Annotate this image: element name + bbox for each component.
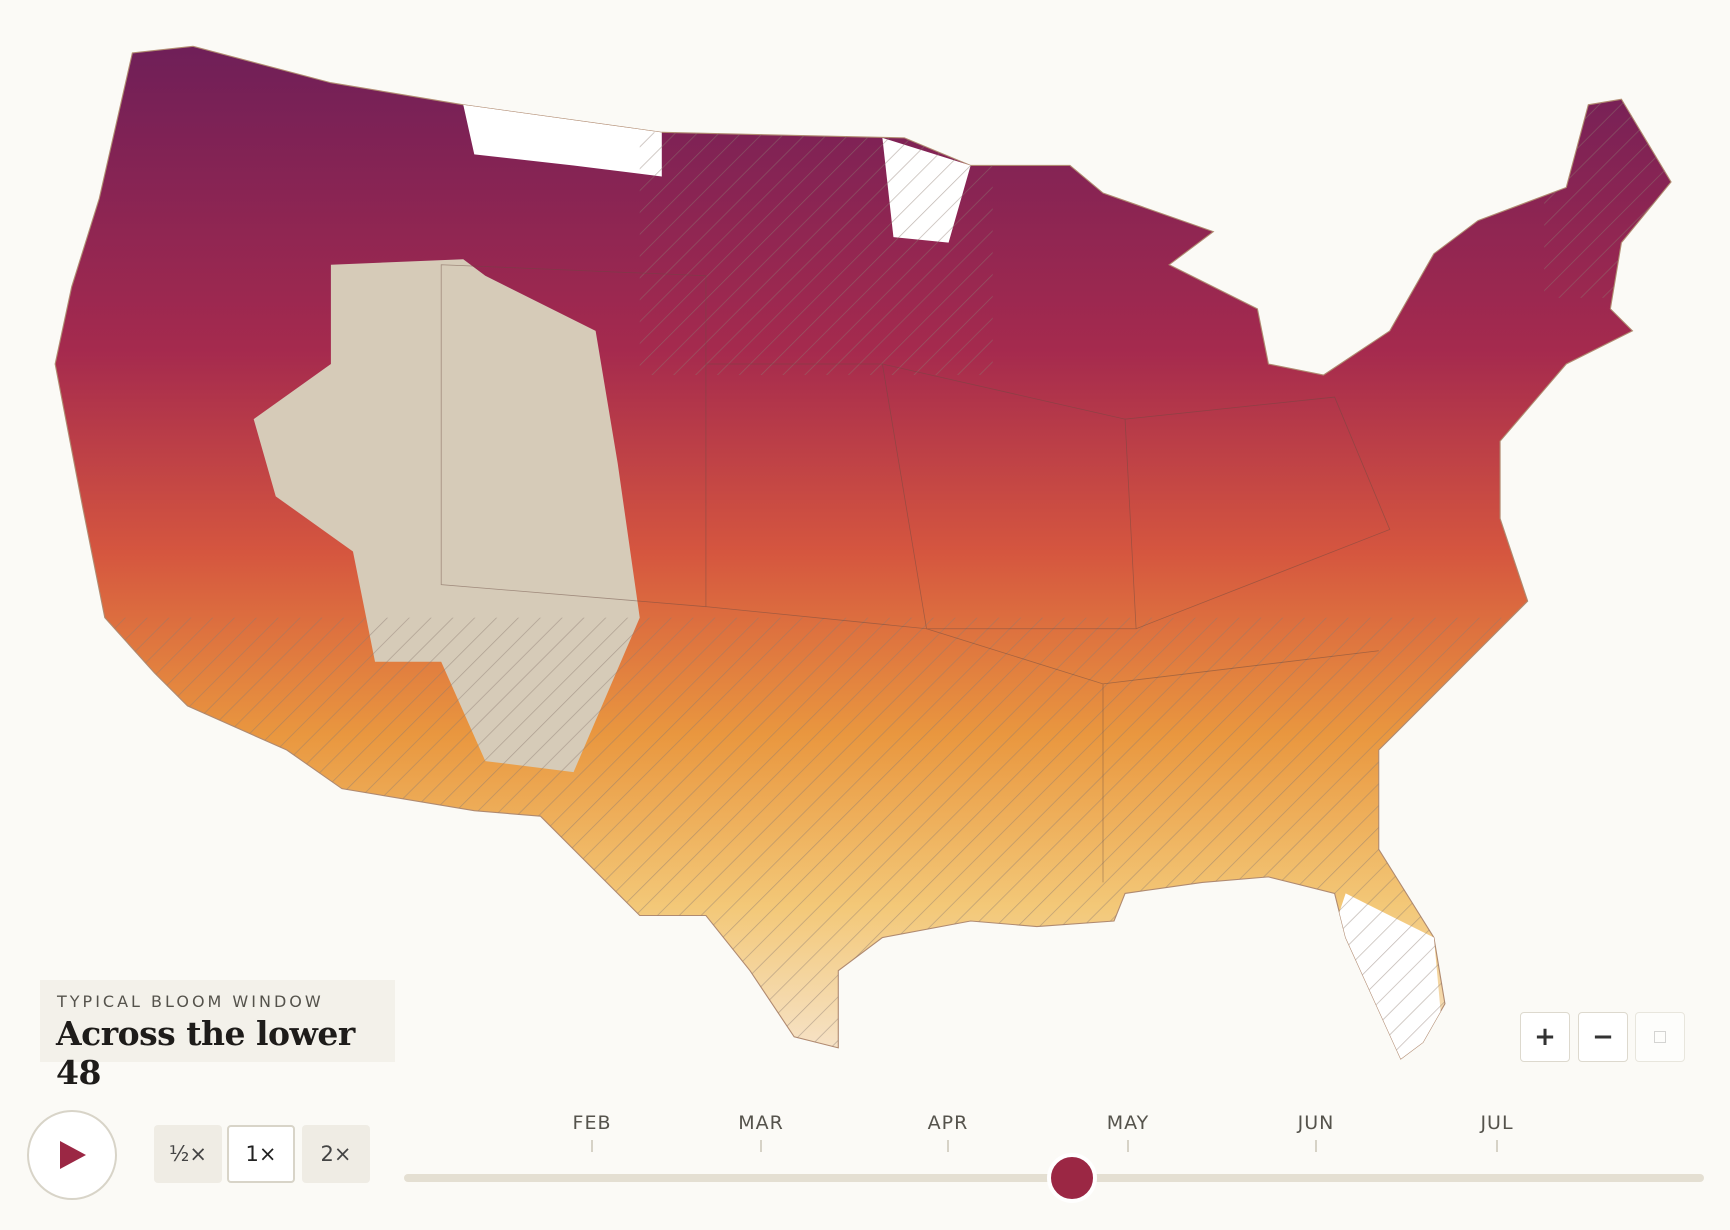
reset-icon (1654, 1031, 1666, 1043)
zoom-in[interactable]: + (1520, 1012, 1570, 1062)
month-label: APR (927, 1112, 969, 1134)
month-label: MAR (738, 1112, 784, 1134)
legend-label: TYPICAL BLOOM WINDOW (57, 992, 324, 1011)
month-label: JUN (1297, 1112, 1335, 1134)
speed-button[interactable]: ½× (154, 1125, 222, 1183)
month-label: FEB (572, 1112, 612, 1134)
zoom-out[interactable]: − (1578, 1012, 1628, 1062)
month-label: MAY (1106, 1112, 1150, 1134)
us-map[interactable] (0, 45, 1730, 1081)
legend-title: Across the lower 48 (56, 1014, 355, 1092)
reset-view[interactable] (1635, 1012, 1685, 1062)
month-label: JUL (1480, 1112, 1514, 1134)
legend-box: TYPICAL BLOOM WINDOW Across the lower 48 (40, 980, 395, 1092)
speed-button[interactable]: 2× (302, 1125, 370, 1183)
speed-button[interactable]: 1× (227, 1125, 295, 1183)
